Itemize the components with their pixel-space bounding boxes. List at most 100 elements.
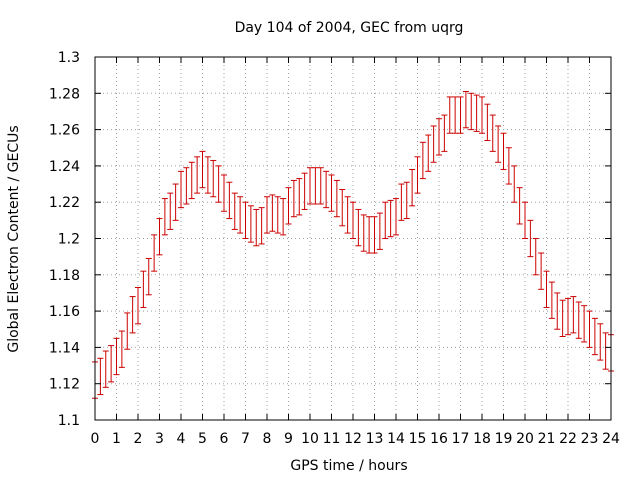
x-tick-label: 14 [387,431,405,447]
error-bar-point [479,96,485,134]
x-tick-label: 7 [241,431,250,447]
x-tick-labels: 0 1 2 3 4 5 6 7 8 9 10 11 12 13 14 15 16 17 18 19 20 21 22 23 24 [91,431,620,447]
error-bar-point [366,216,373,254]
error-bar-point [135,287,141,325]
error-bar-point [156,218,163,256]
error-bar-point [204,156,211,194]
x-tick-label: 2 [134,431,143,447]
error-bar-point [258,207,265,245]
error-bar-point [452,96,459,134]
x-tick-label: 1 [112,431,121,447]
error-bar-point [527,219,534,258]
x-axis-label: GPS time / hours [290,458,407,474]
error-bar-point [237,196,244,234]
error-bar-point [253,208,260,247]
error-bar-point [559,299,566,338]
error-bar-point [178,170,184,209]
error-bar-point [323,170,330,209]
y-tick-label: 1.3 [58,50,80,66]
error-bar-point [301,172,308,210]
error-bar-point [484,103,491,141]
x-tick-label: 20 [516,431,534,447]
error-bar-point [602,332,609,370]
error-bar-point [350,201,356,239]
x-tick-label: 11 [323,431,341,447]
error-bar-point [575,301,582,339]
y-tick-labels: 1.1 1.12 1.14 1.16 1.18 1.2 1.22 1.24 1.26 1.28 1.… [49,50,80,429]
error-bar-point [360,214,367,252]
y-tick-label: 1.22 [49,195,80,211]
error-bar-point [161,198,168,236]
error-bar-point [274,196,281,234]
x-tick-label: 3 [155,431,164,447]
error-bar-point [339,188,346,227]
error-bar-point [398,183,405,221]
error-bar-point [543,270,550,308]
error-bar-point [102,350,109,388]
error-bar-point [565,297,571,336]
error-bar-point [355,208,362,247]
error-bar-point [425,134,432,172]
error-bar-point [446,96,453,134]
x-tick-label: 8 [263,431,272,447]
error-bar-point [210,159,217,198]
x-tick-label: 0 [91,431,100,447]
error-bar-point [495,125,502,163]
error-bar-point [264,196,270,234]
x-tick-label: 21 [538,431,556,447]
error-bar-point [108,345,115,383]
x-tick-label: 15 [409,431,427,447]
y-tick-label: 1.18 [49,268,80,284]
error-bar-point [172,183,179,221]
y-tick-label: 1.2 [58,232,80,248]
y-axis-label: Global Electron Content / GECUs [6,125,22,352]
error-bar-point [462,90,469,129]
y-tick-label: 1.12 [49,377,80,393]
error-bar-point [296,178,303,216]
error-bar-point [215,165,222,203]
x-tick-label: 19 [495,431,513,447]
error-bar-point [376,212,383,250]
error-bar-point [538,252,545,290]
x-tick-label: 17 [452,431,470,447]
error-bar-point [382,201,389,239]
error-bar-point [129,296,136,334]
x-tick-label: 24 [602,431,620,447]
error-bar-point [430,125,437,163]
error-bar-point [591,317,598,356]
x-tick-label: 6 [220,431,229,447]
x-tick-label: 10 [301,431,319,447]
error-bar-point [280,198,287,236]
error-bar-point [516,187,523,225]
error-bar-point [344,196,351,234]
error-bar-point [183,167,190,205]
y-tick-label: 1.14 [49,340,80,356]
error-bar-point [199,150,206,189]
error-bar-point [532,238,539,276]
error-bar-point [597,323,604,361]
error-bar-point [554,292,561,330]
error-bar-point [473,94,480,132]
error-bar-point [151,234,158,272]
error-bar-point [387,199,394,238]
error-bar-point [489,114,496,152]
error-bar-point [97,357,104,396]
error-bar-point [312,167,319,205]
error-bar-point [194,156,201,194]
y-tick-label: 1.1 [58,413,80,429]
error-bar-point [505,147,512,185]
x-tick-label: 9 [284,431,293,447]
error-bar-point [468,92,475,131]
x-tick-label: 12 [344,431,362,447]
chart-title: Day 104 of 2004, GEC from uqrg [235,20,464,36]
error-bar-point [581,305,588,343]
error-bar-point [419,141,426,180]
error-bar-point [188,161,195,200]
error-bar-point [140,270,147,308]
error-bar-point [393,198,399,236]
error-bar-point [269,194,276,232]
error-bar-point [403,181,410,220]
error-bar-point [285,187,292,225]
error-bar-point [522,201,528,239]
error-bar-point [221,174,227,212]
